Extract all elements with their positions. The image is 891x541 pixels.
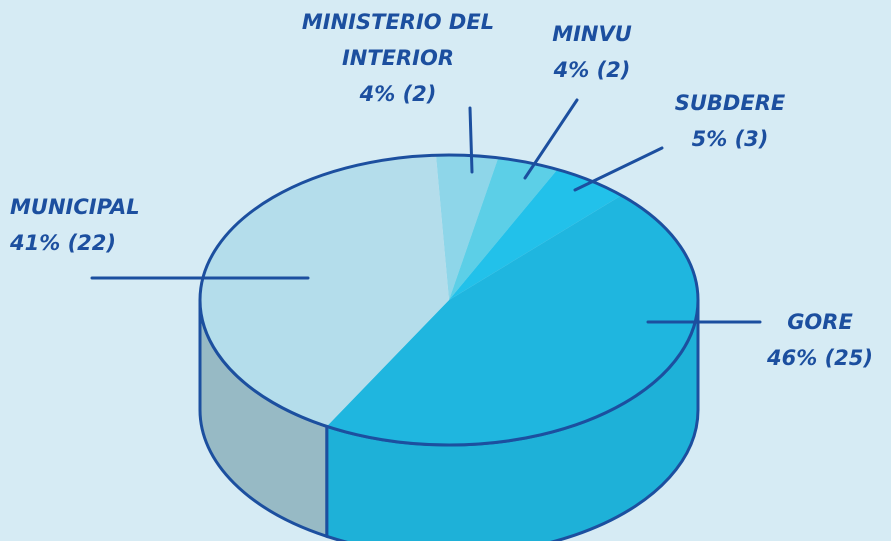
- category: MINVU: [552, 22, 632, 46]
- category: SUBDERE: [674, 91, 786, 115]
- leader-line: [523, 98, 579, 180]
- value-label: 4% (2): [553, 58, 631, 82]
- value-label: 5% (3): [691, 127, 769, 151]
- slice-label: GORE 46% (25): [750, 304, 890, 376]
- category: MINISTERIO DEL INTERIOR: [301, 10, 495, 70]
- slice-label: SUBDERE 5% (3): [650, 85, 810, 157]
- slice-label: MUNICIPAL 41% (22): [10, 189, 210, 261]
- slice: [326, 195, 698, 445]
- slice-label: MINISTERIO DEL INTERIOR 4% (2): [298, 4, 498, 112]
- slice-label: MINVU 4% (2): [532, 16, 652, 88]
- pie-outline: [198, 153, 700, 447]
- slice: [435, 155, 499, 300]
- slice: [449, 169, 622, 300]
- leader-line: [573, 146, 664, 192]
- slice: [449, 157, 558, 300]
- leader-line: [468, 106, 474, 174]
- value-label: 41% (22): [10, 231, 116, 255]
- value-label: 46% (25): [767, 346, 873, 370]
- category: GORE: [787, 310, 853, 334]
- category: MUNICIPAL: [10, 195, 140, 219]
- slice: [200, 155, 449, 427]
- value-label: 4% (2): [359, 82, 437, 106]
